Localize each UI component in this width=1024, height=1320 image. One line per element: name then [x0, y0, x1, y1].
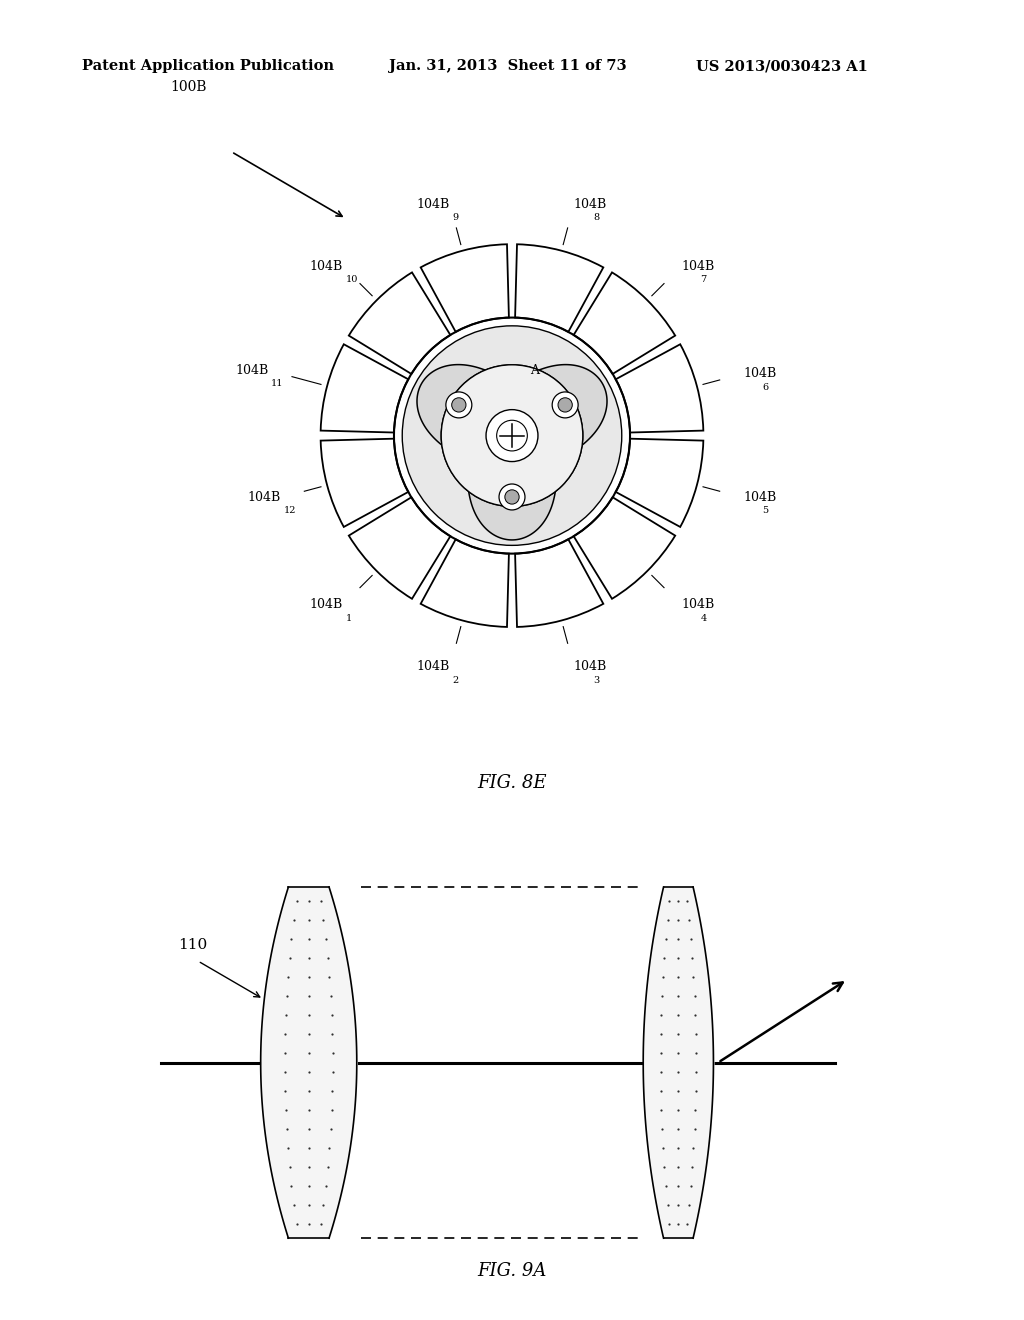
Text: 6: 6 — [762, 383, 768, 392]
Wedge shape — [321, 438, 409, 527]
Circle shape — [497, 420, 527, 451]
Wedge shape — [321, 345, 409, 433]
Circle shape — [552, 392, 579, 418]
Circle shape — [505, 490, 519, 504]
Circle shape — [402, 326, 622, 545]
Text: 7: 7 — [700, 276, 707, 284]
Text: 4: 4 — [700, 614, 707, 623]
Text: 104B: 104B — [743, 367, 776, 380]
Polygon shape — [504, 391, 573, 450]
Wedge shape — [421, 244, 509, 331]
Wedge shape — [349, 272, 451, 374]
Text: 11: 11 — [271, 379, 284, 388]
Text: 104B: 104B — [743, 491, 776, 504]
Text: 104B: 104B — [573, 660, 607, 673]
Wedge shape — [421, 540, 509, 627]
Text: 104B: 104B — [309, 598, 343, 611]
Polygon shape — [496, 436, 528, 496]
Text: 1: 1 — [345, 614, 351, 623]
Text: 8: 8 — [593, 214, 599, 223]
Wedge shape — [573, 498, 675, 599]
Circle shape — [445, 392, 472, 418]
Text: 104B: 104B — [248, 491, 281, 504]
Text: 104B: 104B — [573, 198, 607, 211]
Wedge shape — [349, 498, 451, 599]
Circle shape — [486, 409, 538, 462]
Circle shape — [452, 397, 466, 412]
Text: 110: 110 — [178, 937, 208, 952]
Text: 3: 3 — [593, 676, 599, 685]
Circle shape — [441, 364, 583, 507]
Text: FIG. 8E: FIG. 8E — [477, 775, 547, 792]
Text: 104B: 104B — [681, 260, 715, 273]
Polygon shape — [451, 391, 520, 450]
Text: 104B: 104B — [236, 364, 268, 378]
Text: US 2013/0030423 A1: US 2013/0030423 A1 — [696, 59, 868, 74]
Wedge shape — [573, 272, 675, 374]
Text: 9: 9 — [453, 214, 459, 223]
Text: 5: 5 — [762, 507, 768, 515]
Circle shape — [499, 484, 525, 510]
Text: A: A — [529, 364, 539, 378]
Text: 10: 10 — [345, 276, 357, 284]
Circle shape — [558, 397, 572, 412]
Wedge shape — [515, 540, 603, 627]
Text: FIG. 9A: FIG. 9A — [477, 1262, 547, 1279]
Wedge shape — [615, 438, 703, 527]
Text: Patent Application Publication: Patent Application Publication — [82, 59, 334, 74]
Text: Jan. 31, 2013  Sheet 11 of 73: Jan. 31, 2013 Sheet 11 of 73 — [389, 59, 627, 74]
Text: 12: 12 — [284, 507, 296, 515]
Circle shape — [441, 364, 583, 507]
Text: 100B: 100B — [171, 81, 207, 94]
Wedge shape — [615, 345, 703, 433]
Wedge shape — [515, 244, 603, 331]
Text: 104B: 104B — [417, 198, 451, 211]
Text: 2: 2 — [453, 676, 459, 685]
Text: 104B: 104B — [681, 598, 715, 611]
Polygon shape — [417, 364, 607, 540]
Text: 104B: 104B — [417, 660, 451, 673]
Text: 104B: 104B — [309, 260, 343, 273]
